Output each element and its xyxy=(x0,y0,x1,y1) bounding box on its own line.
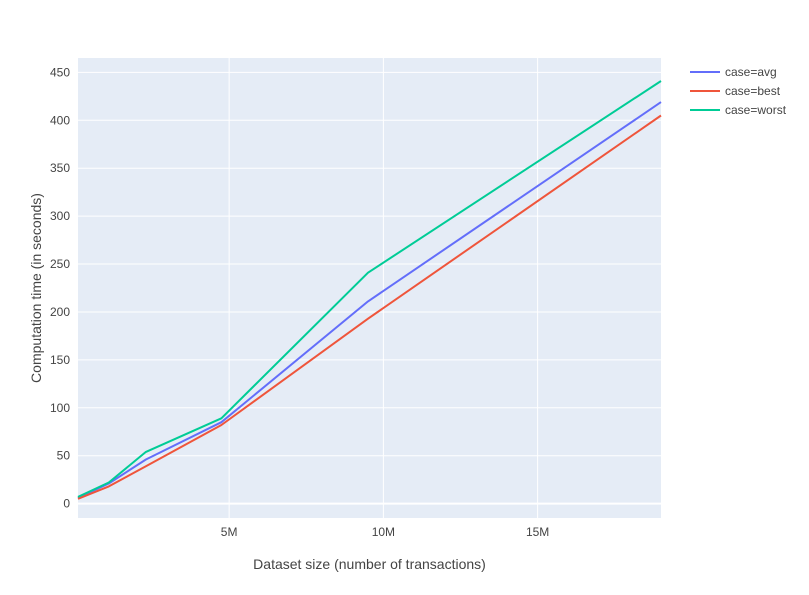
series-lines xyxy=(77,80,662,500)
y-tick-label: 350 xyxy=(50,161,70,175)
x-tick-label: 15M xyxy=(526,525,549,539)
y-tick-label: 100 xyxy=(50,401,70,415)
y-axis-title: Computation time (in seconds) xyxy=(28,193,44,383)
legend-item-case-best[interactable]: case=best xyxy=(690,84,781,98)
legend[interactable]: case=avg case=best case=worst xyxy=(690,65,787,117)
legend-label: case=best xyxy=(725,84,781,98)
y-tick-label: 150 xyxy=(50,353,70,367)
y-tick-label: 450 xyxy=(50,65,70,79)
y-tick-label: 200 xyxy=(50,305,70,319)
y-tick-label: 250 xyxy=(50,257,70,271)
series-line-case-best xyxy=(77,114,662,500)
y-tick-label: 400 xyxy=(50,113,70,127)
y-tick-label: 300 xyxy=(50,209,70,223)
x-axis-tick-labels: 5M 10M 15M xyxy=(221,525,549,539)
plot-background xyxy=(78,58,661,518)
legend-item-case-worst[interactable]: case=worst xyxy=(690,103,787,117)
grid-lines xyxy=(78,58,661,518)
x-axis-title: Dataset size (number of transactions) xyxy=(253,556,486,572)
x-tick-label: 10M xyxy=(372,525,395,539)
legend-label: case=avg xyxy=(725,65,777,79)
legend-label: case=worst xyxy=(725,103,787,117)
legend-item-case-avg[interactable]: case=avg xyxy=(690,65,777,79)
y-tick-label: 50 xyxy=(57,449,71,463)
y-axis-tick-labels: 0 50 100 150 200 250 300 350 400 450 xyxy=(50,65,70,510)
x-tick-label: 5M xyxy=(221,525,238,539)
y-tick-label: 0 xyxy=(63,497,70,511)
series-line-case-worst xyxy=(77,80,662,498)
